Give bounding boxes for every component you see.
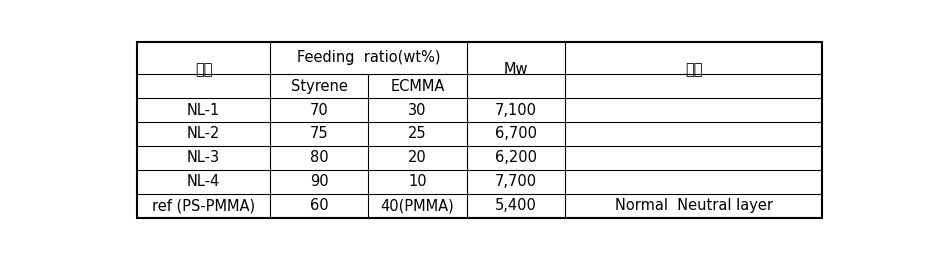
Text: 7,100: 7,100 xyxy=(495,103,537,117)
Text: 30: 30 xyxy=(408,103,427,117)
Text: NL-1: NL-1 xyxy=(187,103,220,117)
Text: 6,200: 6,200 xyxy=(495,150,537,166)
Bar xyxy=(138,42,822,218)
Text: NL-3: NL-3 xyxy=(187,150,220,166)
Text: Styrene: Styrene xyxy=(291,79,347,94)
Text: 6,700: 6,700 xyxy=(495,126,537,141)
Text: ref (PS-PMMA): ref (PS-PMMA) xyxy=(152,198,256,213)
Bar xyxy=(138,42,822,218)
Text: 60: 60 xyxy=(310,198,329,213)
Text: 40(PMMA): 40(PMMA) xyxy=(381,198,455,213)
Text: 70: 70 xyxy=(310,103,329,117)
Text: 25: 25 xyxy=(408,126,427,141)
Text: 75: 75 xyxy=(310,126,329,141)
Text: 7,700: 7,700 xyxy=(495,175,537,189)
Text: Normal  Neutral layer: Normal Neutral layer xyxy=(615,198,773,213)
Text: 10: 10 xyxy=(408,175,427,189)
Text: 구분: 구분 xyxy=(195,62,212,77)
Text: ECMMA: ECMMA xyxy=(390,79,445,94)
Text: Feeding  ratio(wt%): Feeding ratio(wt%) xyxy=(297,50,440,65)
Text: 5,400: 5,400 xyxy=(495,198,537,213)
Text: NL-4: NL-4 xyxy=(187,175,220,189)
Text: NL-2: NL-2 xyxy=(187,126,220,141)
Text: 20: 20 xyxy=(408,150,427,166)
Text: 80: 80 xyxy=(310,150,329,166)
Text: 90: 90 xyxy=(310,175,329,189)
Text: Mw: Mw xyxy=(504,62,528,77)
Text: 비고: 비고 xyxy=(685,62,702,77)
